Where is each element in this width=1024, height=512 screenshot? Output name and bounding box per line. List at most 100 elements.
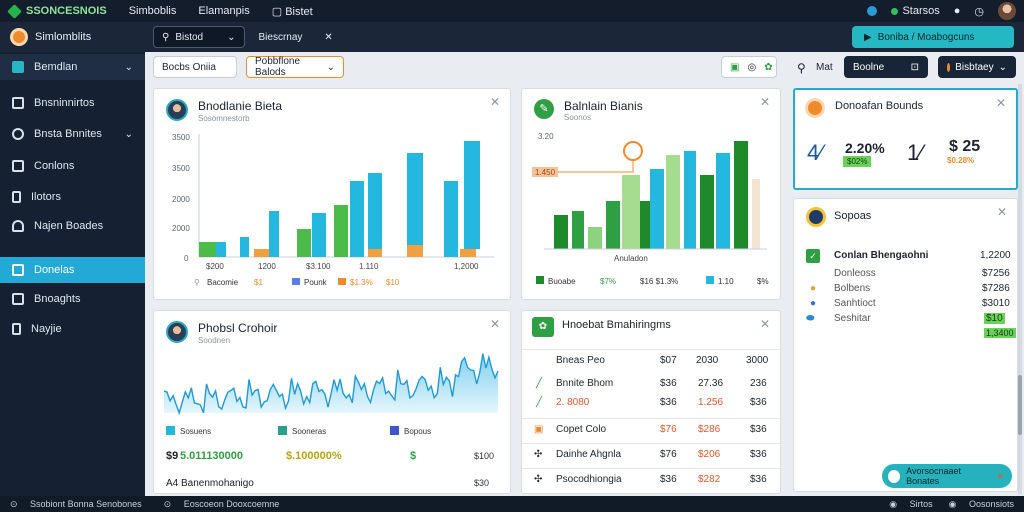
y-tick-1: 3500 xyxy=(172,133,190,142)
badge-icon xyxy=(805,98,825,118)
list-item[interactable]: Donleoss $7256 xyxy=(834,268,1010,279)
card-list: Sopoas ✕ ✓ Conlan Bhengaohni 1,2200 Donl… xyxy=(793,198,1018,492)
table-row[interactable]: ✣ Psocodhiongia $36 $282 $36 xyxy=(522,468,782,490)
x-tick-4: 1.110 xyxy=(359,262,379,271)
list-item[interactable]: ● Sanhtioct $3010 xyxy=(810,298,1010,309)
filter-button[interactable]: Bocbs Oniia xyxy=(153,56,237,78)
menu-item-3[interactable]: ▢ Bistet xyxy=(271,5,313,18)
close-icon[interactable]: ✕ xyxy=(759,317,770,331)
g-bar-9 xyxy=(684,151,696,249)
legend-swatch-3 xyxy=(390,426,399,435)
search-button[interactable]: Boolne ⊡ xyxy=(844,56,928,78)
list-item[interactable]: ● Bolbens $7286 xyxy=(810,283,1010,294)
footer-right-1[interactable]: ◉ Sirtos xyxy=(889,498,933,509)
table-row[interactable]: ✣ Dainhe Ahgnla $76 $206 $36 xyxy=(522,443,782,465)
period-dropdown[interactable]: Pobbflone Balods ⌄ xyxy=(246,56,344,78)
bar-3a xyxy=(297,229,311,257)
g-bar-4 xyxy=(606,201,620,249)
status-bar: ⊙ Ssobiont Bonna Senobones ⊙ Eoscoeon Do… xyxy=(0,496,1024,512)
dashboard-icon xyxy=(12,61,24,73)
x-tick-1: $200 xyxy=(206,262,224,271)
legend-1: Buoabe xyxy=(548,277,576,286)
line-area xyxy=(164,353,498,413)
close-icon[interactable]: ✕ xyxy=(324,31,333,43)
stat-2-sub: $02% xyxy=(843,156,872,167)
footer-item-1[interactable]: ⊙ Ssobiont Bonna Senobones xyxy=(10,498,142,509)
marker-label: 1.450 xyxy=(535,168,556,177)
legend-3: Pounk xyxy=(304,278,328,287)
bar-2c xyxy=(269,211,279,257)
list-item[interactable]: ⬬ Seshitar $10 xyxy=(806,313,1005,324)
stat-1: 4⁄ xyxy=(807,140,823,165)
close-icon[interactable]: ✕ xyxy=(996,205,1007,219)
sidebar-item-reports[interactable]: Bnoaghts xyxy=(0,286,145,312)
sidebar-item-instructions[interactable]: Bnsninnirtos xyxy=(0,90,145,116)
row-icon: ✣ xyxy=(534,474,543,485)
scrollbar-thumb[interactable] xyxy=(1018,375,1022,435)
y-tick-3: 2000 xyxy=(172,195,190,204)
scrollbar-track[interactable] xyxy=(1018,84,1022,494)
close-icon[interactable]: ✕ xyxy=(489,317,500,331)
view-dropdown[interactable]: Biescrnay xyxy=(258,31,303,43)
page-icon xyxy=(12,323,21,335)
assistant-chip[interactable]: Avorsocnaaet Bonates ✕ xyxy=(882,464,1012,488)
row-icon: ╱ xyxy=(536,378,543,389)
sidebar-item-history[interactable]: Ilotors xyxy=(0,184,145,210)
stat-d: $ xyxy=(410,450,416,462)
line-chart: Sosuens Sooneras Bopous $9 5.011130000 $… xyxy=(163,353,499,489)
menu-item-1[interactable]: Simboblis xyxy=(128,5,177,17)
table-row[interactable]: ╱ 2. 8080 $36 1.256 $36 xyxy=(536,397,767,408)
footer-item-2[interactable]: ⊙ Eoscoeon Dooxcoemne xyxy=(163,498,280,509)
search-icon[interactable]: ⚲ xyxy=(797,61,806,75)
card-subtitle: Soonos xyxy=(564,113,592,122)
footer-right-2[interactable]: ◉ Oosonsiots xyxy=(948,498,1014,509)
marker-pin-icon xyxy=(623,141,643,161)
bar-2b xyxy=(254,249,276,257)
stat-2: 2.20% xyxy=(845,140,885,156)
apple-icon[interactable]: ● xyxy=(953,5,961,17)
g-bar-1 xyxy=(554,215,568,249)
status-dot-icon xyxy=(891,7,899,15)
user-avatar[interactable] xyxy=(998,2,1016,20)
menu-item-2[interactable]: Elamanpis xyxy=(198,5,250,17)
card-title: Phobsl Crohoir xyxy=(198,321,278,335)
sidebar-item-pages[interactable]: Nayjie xyxy=(0,316,145,342)
app-title: Simlomblits xyxy=(35,31,92,43)
table-row[interactable]: ╱ Bnnite Bhom $36 27.36 236 xyxy=(536,378,767,389)
g-bar-6 xyxy=(640,201,652,249)
search-label: Mat xyxy=(816,62,833,73)
table-header: Bneas Peo $07 2030 3000 xyxy=(522,349,782,371)
close-icon[interactable]: ✕ xyxy=(759,95,770,109)
pill-icon: ⬬ xyxy=(806,313,815,324)
chart-icon xyxy=(12,293,24,305)
stat-4-sub: $0.28% xyxy=(947,156,975,165)
brand[interactable]: SSONCESNOIS xyxy=(7,3,107,19)
view-toggle[interactable]: ▣ ◎ ✿ xyxy=(721,56,777,78)
card-title: Hnoebat Bmahiringms xyxy=(562,319,671,331)
sidebar-item-users[interactable]: Najen Boades xyxy=(0,213,145,239)
search-dropdown[interactable]: ⚲ Bistod ⌄ xyxy=(153,26,245,48)
sort-dropdown[interactable]: Bisbtaey ⌄ xyxy=(938,56,1016,78)
close-icon[interactable]: ✕ xyxy=(489,95,500,109)
row-icon: ▣ xyxy=(534,424,544,435)
legend-swatch-2 xyxy=(278,426,287,435)
sidebar-item-dashboard[interactable]: Bemdlan ⌄ xyxy=(0,54,145,80)
sidebar-item-data[interactable]: Bnsta Bnnites ⌄ xyxy=(0,121,145,147)
close-icon[interactable]: ✕ xyxy=(995,96,1006,110)
clock-icon[interactable]: ◷ xyxy=(974,5,984,18)
status-indicator[interactable]: Starsos xyxy=(891,5,940,17)
bar-4d xyxy=(368,249,382,257)
bar-6b xyxy=(460,249,476,257)
pin-icon[interactable] xyxy=(867,6,878,16)
sidebar: Bemdlan ⌄ Bnsninnirtos Bnsta Bnnites ⌄ Con… xyxy=(0,52,145,496)
sidebar-item-contacts[interactable]: Conlons xyxy=(0,153,145,179)
y-tick-4: 2000 xyxy=(172,224,190,233)
primary-action-button[interactable]: ▶ Boniba / Moabogcuns xyxy=(852,26,1014,48)
table-row[interactable]: ▣ Copet Colo $76 $286 $36 xyxy=(522,418,782,440)
x-tick-3: $3.100 xyxy=(306,262,331,271)
g-bar-7 xyxy=(650,169,664,249)
legend-4: 1.10 xyxy=(718,277,734,286)
g-bar-8 xyxy=(666,155,680,249)
x-tick-5: 1,2000 xyxy=(454,262,479,271)
sidebar-item-details[interactable]: Donelas xyxy=(0,257,145,283)
